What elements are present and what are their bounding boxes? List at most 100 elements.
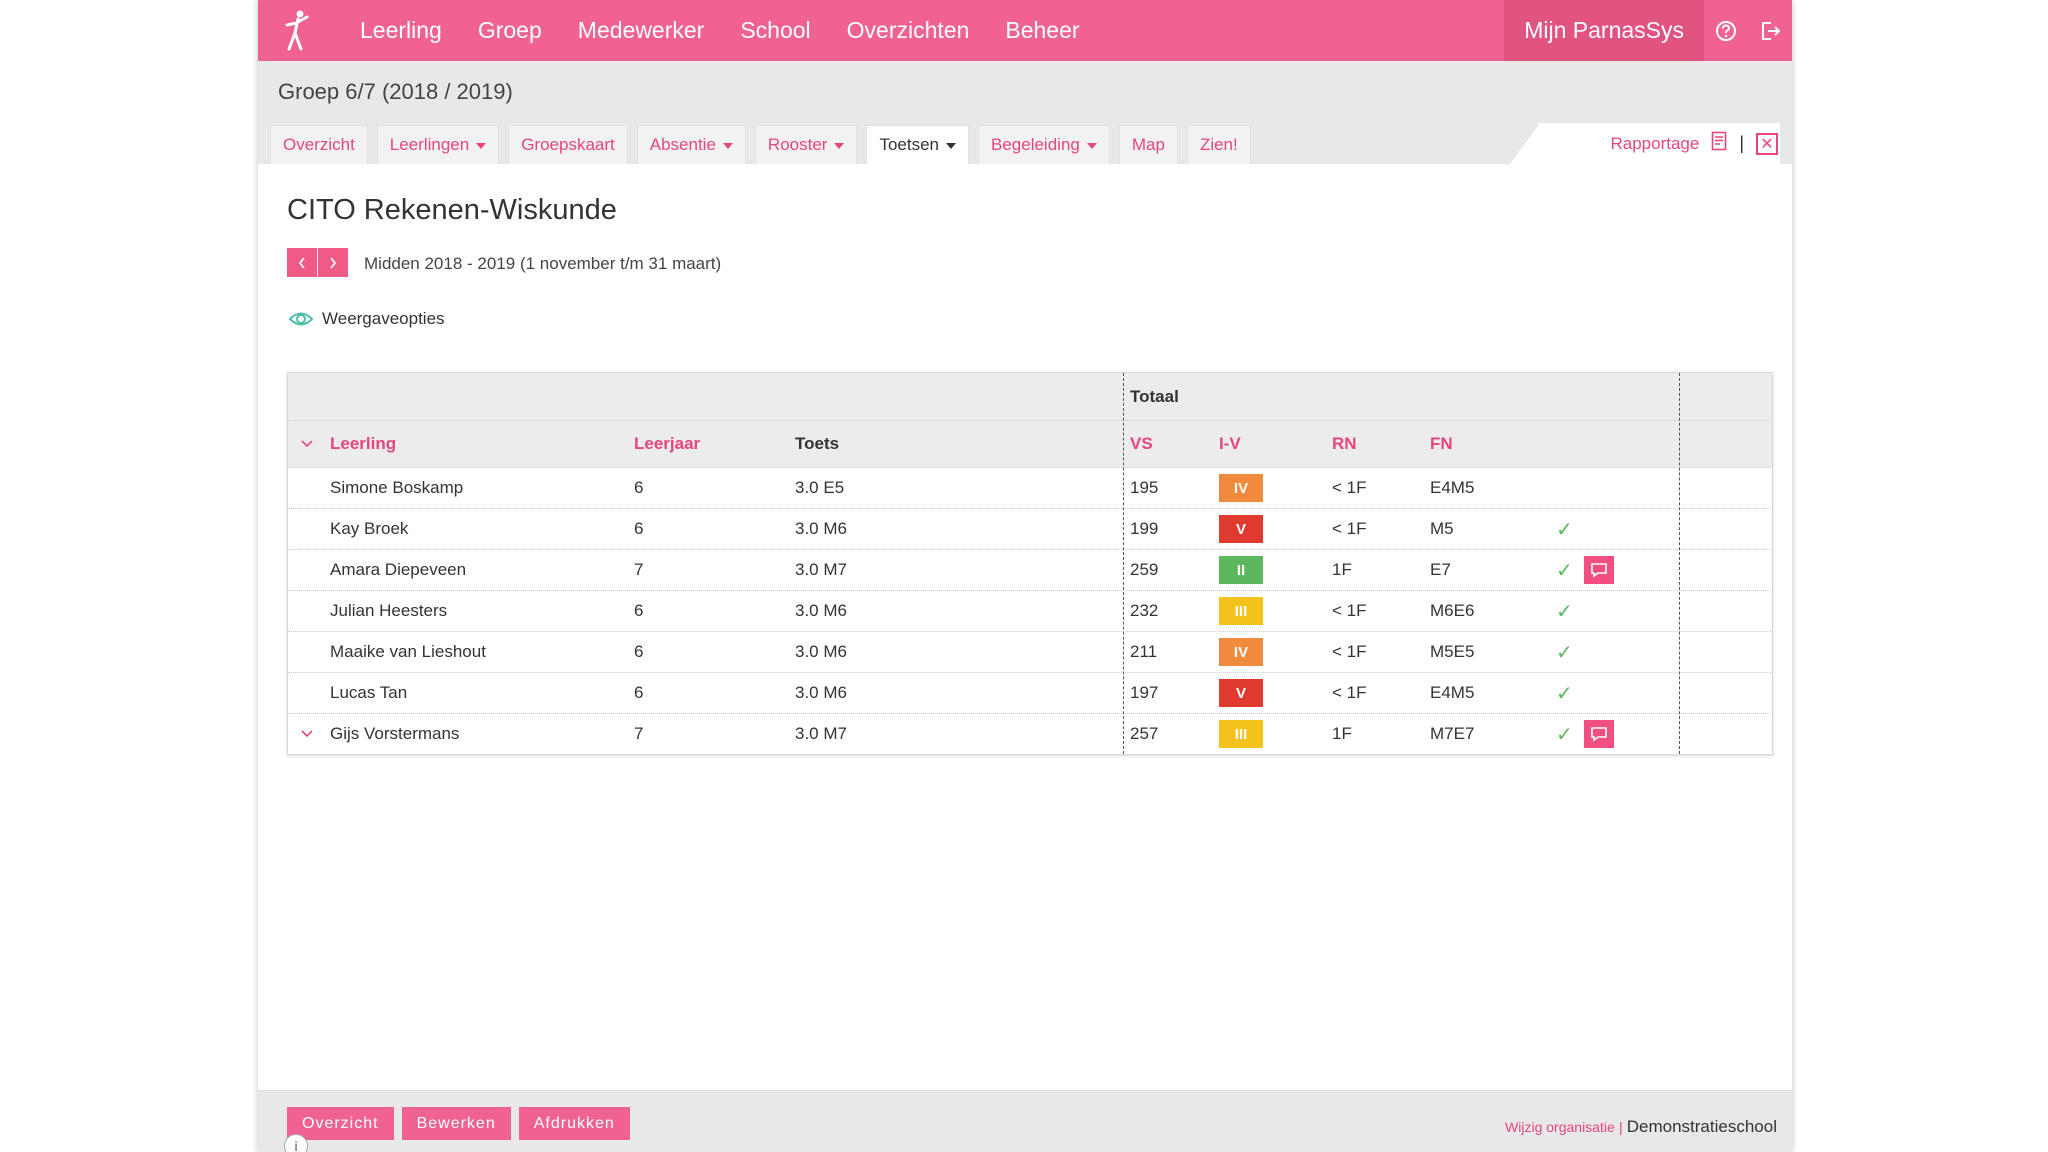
vs-score: 199 <box>1130 519 1159 538</box>
organisation-info: Wijzig organisatie | Demonstratieschool <box>1505 1117 1777 1137</box>
table-header-row: Leerling Leerjaar Toets VS I-V RN FN <box>288 421 1772 468</box>
eye-icon <box>288 312 314 326</box>
overzicht-button[interactable]: Overzicht <box>287 1107 394 1140</box>
column-header-leerling[interactable]: Leerling <box>330 434 397 453</box>
vs-score: 257 <box>1130 724 1159 743</box>
fn-value: E4M5 <box>1430 478 1475 497</box>
vs-score: 232 <box>1130 601 1159 620</box>
tab-groepskaart[interactable]: Groepskaart <box>508 125 628 164</box>
student-year: 6 <box>634 601 644 620</box>
student-name[interactable]: Amara Diepeveen <box>330 560 467 579</box>
top-navigation: Leerling Groep Medewerker School Overzic… <box>258 0 1792 61</box>
table-row[interactable]: Simone Boskamp 6 3.0 E5 195 IV < 1F E4M5 <box>288 468 1772 509</box>
column-header-leerjaar[interactable]: Leerjaar <box>634 434 701 453</box>
table-row[interactable]: Lucas Tan 6 3.0 M6 197 V < 1F E4M5 ✓ <box>288 673 1772 714</box>
tab-begeleiding[interactable]: Begeleiding <box>978 125 1110 164</box>
test-name: 3.0 M7 <box>795 560 847 579</box>
student-name[interactable]: Maaike van Lieshout <box>330 642 486 661</box>
parnassys-logo-icon[interactable] <box>278 6 318 56</box>
table-row[interactable]: Gijs Vorstermans 7 3.0 M7 257 III 1F M7E7 ✓ <box>288 714 1772 754</box>
test-name: 3.0 E5 <box>795 478 845 497</box>
tab-rooster[interactable]: Rooster <box>754 125 858 164</box>
level-badge: III <box>1219 597 1263 625</box>
nav-groep[interactable]: Groep <box>477 17 542 43</box>
column-header-fn[interactable]: FN <box>1430 434 1453 453</box>
check-icon: ✓ <box>1556 559 1573 582</box>
caret-down-icon <box>476 143 487 149</box>
student-name[interactable]: Kay Broek <box>330 519 409 538</box>
column-header-vs[interactable]: VS <box>1130 434 1153 453</box>
nav-medewerker[interactable]: Medewerker <box>577 17 705 43</box>
rn-value: < 1F <box>1332 683 1367 702</box>
test-name: 3.0 M6 <box>795 642 847 661</box>
table-row[interactable]: Amara Diepeveen 7 3.0 M7 259 II 1F E7 ✓ <box>288 550 1772 591</box>
table-body: Simone Boskamp 6 3.0 E5 195 IV < 1F E4M5 Kay Br… <box>288 468 1772 754</box>
chevron-right-icon <box>330 256 337 269</box>
afdrukken-button[interactable]: Afdrukken <box>518 1107 630 1140</box>
tab-zien[interactable]: Zien! <box>1186 125 1251 164</box>
nav-overzichten[interactable]: Overzichten <box>846 17 970 43</box>
table-row[interactable]: Maaike van Lieshout 6 3.0 M6 211 IV < 1F M5E5 ✓ <box>288 632 1772 673</box>
next-period-button[interactable] <box>318 248 348 277</box>
expand-row-icon[interactable] <box>300 714 314 754</box>
check-icon: ✓ <box>1556 518 1573 541</box>
student-name[interactable]: Gijs Vorstermans <box>330 724 460 743</box>
organisation-name: Demonstratieschool <box>1626 1117 1777 1136</box>
page-title: CITO Rekenen-Wiskunde <box>287 194 617 226</box>
rapportage-link[interactable]: Rapportage <box>1610 133 1700 153</box>
view-options-toggle[interactable]: Weergaveopties <box>288 309 445 329</box>
table-group-header-row: Totaal <box>288 373 1772 421</box>
student-name[interactable]: Lucas Tan <box>330 683 408 702</box>
tab-leerlingen[interactable]: Leerlingen <box>376 125 500 164</box>
bewerken-button[interactable]: Bewerken <box>401 1107 511 1140</box>
report-document-icon[interactable] <box>1711 131 1727 156</box>
nav-beheer[interactable]: Beheer <box>1005 17 1080 43</box>
test-name: 3.0 M6 <box>795 683 847 702</box>
student-name[interactable]: Simone Boskamp <box>330 478 464 497</box>
tab-overzicht[interactable]: Overzicht <box>270 125 368 164</box>
test-name: 3.0 M6 <box>795 519 847 538</box>
mijn-parnassys-button[interactable]: Mijn ParnasSys <box>1504 0 1704 61</box>
table-row[interactable]: Kay Broek 6 3.0 M6 199 V < 1F M5 ✓ <box>288 509 1772 550</box>
fn-value: M6E6 <box>1430 601 1475 620</box>
tab-absentie[interactable]: Absentie <box>636 125 746 164</box>
check-icon: ✓ <box>1556 682 1573 705</box>
comment-icon[interactable] <box>1584 556 1614 584</box>
period-label: Midden 2018 - 2019 (1 november t/m 31 ma… <box>364 254 722 273</box>
column-header-iv[interactable]: I-V <box>1219 434 1241 453</box>
table-row[interactable]: Julian Heesters 6 3.0 M6 232 III < 1F M6E6 ✓ <box>288 591 1772 632</box>
test-name: 3.0 M6 <box>795 601 847 620</box>
nav-school[interactable]: School <box>740 17 811 43</box>
report-tools: Rapportage | ✕ <box>1538 123 1780 164</box>
app-window: Leerling Groep Medewerker School Overzic… <box>258 0 1792 1152</box>
tab-toetsen[interactable]: Toetsen <box>866 125 969 164</box>
column-divider <box>1679 373 1680 754</box>
column-header-rn[interactable]: RN <box>1332 434 1357 453</box>
student-year: 6 <box>634 642 644 661</box>
help-icon[interactable] <box>1704 0 1748 61</box>
rn-value: 1F <box>1332 560 1352 579</box>
caret-down-icon <box>946 143 956 149</box>
nav-leerling[interactable]: Leerling <box>360 17 442 43</box>
change-organisation-link[interactable]: Wijzig organisatie <box>1505 1119 1615 1135</box>
tab-map[interactable]: Map <box>1118 125 1178 164</box>
student-year: 6 <box>634 478 644 497</box>
totaal-header: Totaal <box>1130 386 1179 406</box>
comment-icon[interactable] <box>1584 720 1614 748</box>
level-badge: III <box>1219 720 1263 748</box>
logout-icon[interactable] <box>1748 0 1792 61</box>
collapse-all-icon[interactable] <box>300 421 314 467</box>
previous-period-button[interactable] <box>287 248 317 277</box>
level-badge: IV <box>1219 638 1263 666</box>
fn-value: M7E7 <box>1430 724 1475 743</box>
chevron-left-icon <box>298 256 305 269</box>
rn-value: < 1F <box>1332 601 1367 620</box>
footer-buttons: Overzicht Bewerken Afdrukken <box>287 1107 630 1140</box>
vs-score: 259 <box>1130 560 1159 579</box>
student-name[interactable]: Julian Heesters <box>330 601 448 620</box>
vs-score: 195 <box>1130 478 1159 497</box>
close-icon[interactable]: ✕ <box>1756 132 1778 155</box>
level-badge: V <box>1219 679 1263 707</box>
group-header: Groep 6/7 (2018 / 2019) Overzicht Leerli… <box>258 61 1792 164</box>
info-icon[interactable]: i <box>284 1134 308 1152</box>
